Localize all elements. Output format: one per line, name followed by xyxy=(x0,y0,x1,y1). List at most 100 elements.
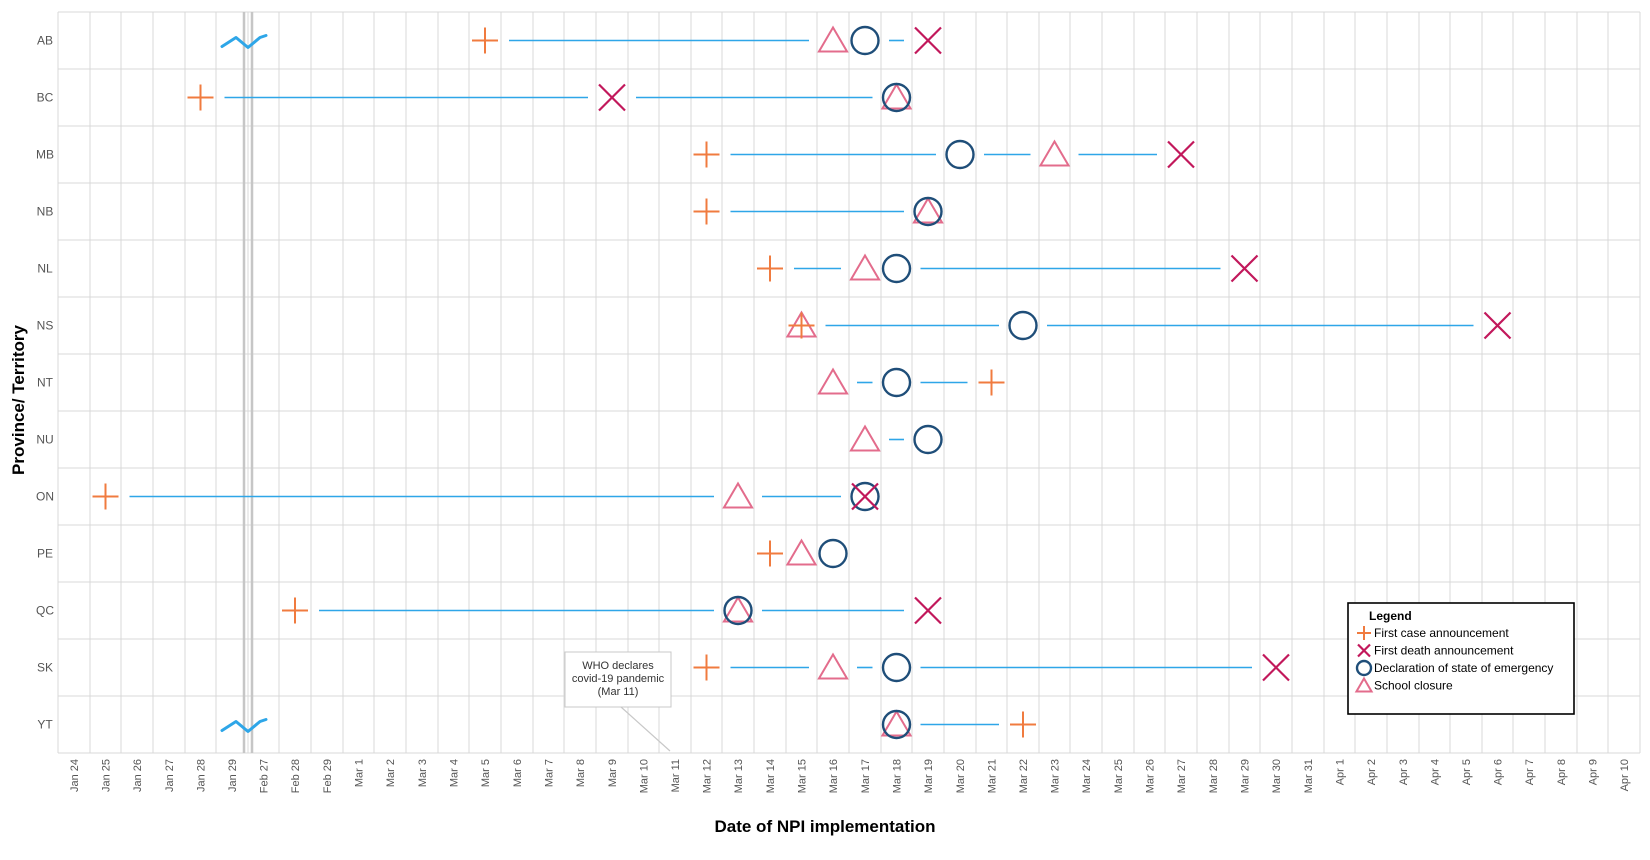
emergency-marker-nt xyxy=(881,367,912,398)
legend-item-first-death: First death announcement xyxy=(1357,643,1514,658)
legend-box xyxy=(1347,602,1575,715)
x-tick-label-jan-28: Jan 28 xyxy=(196,759,208,792)
first-death-marker-ns xyxy=(1483,311,1512,340)
row-label-ns: NS xyxy=(37,319,54,333)
x-tick-label-mar-19: Mar 19 xyxy=(923,759,935,793)
row-label-bc: BC xyxy=(37,91,54,105)
school-closure-marker-qc xyxy=(722,595,754,623)
legend-title: Legend xyxy=(1369,609,1412,623)
emergency-marker-pe xyxy=(818,538,848,569)
legend-item-first-case: First case announcement xyxy=(1357,626,1509,640)
x-tick-label-mar-22: Mar 22 xyxy=(1018,759,1030,793)
school-closure-marker-nu xyxy=(849,424,881,452)
x-tick-label-mar-8: Mar 8 xyxy=(575,759,587,787)
first-case-marker-on xyxy=(92,483,119,510)
x-tick-label-mar-27: Mar 27 xyxy=(1176,759,1188,793)
x-tick-label-mar-16: Mar 16 xyxy=(828,759,840,793)
emergency-marker-sk xyxy=(881,652,912,683)
x-tick-label-mar-14: Mar 14 xyxy=(765,759,777,793)
school-closure-marker-yt xyxy=(880,709,913,737)
first-case-marker-nt xyxy=(978,369,1005,396)
school-closure-marker-nl xyxy=(849,253,881,281)
row-label-yt: YT xyxy=(37,718,53,732)
first-case-marker-mb xyxy=(693,141,720,168)
emergency-marker-bc xyxy=(881,82,912,113)
x-tick-label-jan-25: Jan 25 xyxy=(101,759,113,792)
legend-label-first-case: First case announcement xyxy=(1374,626,1509,640)
first-case-marker-pe xyxy=(757,540,783,567)
first-case-marker-nb xyxy=(693,198,720,225)
row-label-nu: NU xyxy=(36,433,53,447)
x-tick-label-apr-4: Apr 4 xyxy=(1430,759,1442,785)
x-tick-label-apr-8: Apr 8 xyxy=(1556,759,1568,785)
x-tick-label-mar-30: Mar 30 xyxy=(1271,759,1283,793)
row-label-nt: NT xyxy=(37,376,54,390)
x-tick-label-mar-31: Mar 31 xyxy=(1303,759,1315,793)
x-tick-label-mar-6: Mar 6 xyxy=(512,759,524,787)
x-tick-label-mar-28: Mar 28 xyxy=(1208,759,1220,793)
x-tick-label-feb-28: Feb 28 xyxy=(290,759,302,793)
annotation-callout: WHO declares covid-19 pandemic (Mar 11) xyxy=(564,651,672,752)
emergency-marker-nl xyxy=(881,253,912,284)
x-tick-label-mar-13: Mar 13 xyxy=(733,759,745,793)
first-case-marker-ns xyxy=(788,312,815,339)
first-case-marker-nl xyxy=(757,255,783,282)
emergency-marker-qc xyxy=(723,595,753,626)
legend-symbol-emergency xyxy=(1355,659,1373,677)
first-death-marker-on xyxy=(851,482,879,511)
axis-break-zigzag-ab xyxy=(220,34,268,49)
school-closure-marker-ab xyxy=(817,25,849,53)
emergency-marker-yt xyxy=(881,709,912,740)
x-axis-title: Date of NPI implementation xyxy=(714,817,935,836)
school-closure-marker-sk xyxy=(817,652,849,680)
x-tick-label-apr-3: Apr 3 xyxy=(1398,759,1410,785)
x-tick-label-jan-24: Jan 24 xyxy=(69,759,81,792)
emergency-marker-ab xyxy=(850,25,880,56)
legend-symbol-first-death xyxy=(1357,643,1371,658)
first-case-marker-ab xyxy=(472,27,498,54)
x-tick-label-mar-15: Mar 15 xyxy=(797,759,809,793)
school-closure-marker-nt xyxy=(817,367,849,395)
x-tick-label-mar-10: Mar 10 xyxy=(639,759,651,793)
x-tick-label-mar-11: Mar 11 xyxy=(670,759,682,792)
x-tick-label-mar-21: Mar 21 xyxy=(987,759,999,793)
first-case-marker-qc xyxy=(282,597,308,624)
x-tick-label-mar-12: Mar 12 xyxy=(702,759,714,793)
x-tick-label-apr-10: Apr 10 xyxy=(1619,759,1631,791)
annotation-line-1: WHO declares xyxy=(582,660,654,672)
legend-items: First case announcement First death annou… xyxy=(1354,626,1553,693)
annotation-line-3: (Mar 11) xyxy=(598,686,639,698)
legend-label-first-death: First death announcement xyxy=(1374,644,1514,658)
x-tick-label-mar-5: Mar 5 xyxy=(480,759,492,787)
x-tick-label-mar-26: Mar 26 xyxy=(1145,759,1157,793)
school-closure-marker-on xyxy=(722,481,754,509)
legend-label-emergency: Declaration of state of emergency xyxy=(1374,661,1553,675)
legend-symbol-first-case xyxy=(1357,626,1371,640)
legend-label-school: School closure xyxy=(1374,679,1453,693)
x-tick-label-apr-6: Apr 6 xyxy=(1493,759,1505,785)
x-tick-label-mar-1: Mar 1 xyxy=(354,759,366,787)
x-tick-label-mar-23: Mar 23 xyxy=(1050,759,1062,793)
first-case-marker-sk xyxy=(693,654,720,681)
x-tick-label-mar-3: Mar 3 xyxy=(417,759,429,787)
x-tick-label-feb-29: Feb 29 xyxy=(322,759,334,793)
annotation-line-2: covid-19 pandemic xyxy=(572,673,665,685)
x-tick-label-apr-9: Apr 9 xyxy=(1588,759,1600,785)
first-case-marker-bc xyxy=(187,84,214,111)
x-tick-label-mar-4: Mar 4 xyxy=(449,759,461,787)
school-closure-marker-nb xyxy=(912,196,944,224)
legend-symbol-school xyxy=(1354,676,1374,693)
axis-break-zigzag-yt xyxy=(220,718,268,733)
x-tick-label-mar-9: Mar 9 xyxy=(607,759,619,787)
row-label-sk: SK xyxy=(37,661,53,675)
first-death-marker-sk xyxy=(1262,653,1290,682)
x-tick-label-apr-7: Apr 7 xyxy=(1524,759,1536,785)
emergency-marker-ns xyxy=(1008,310,1038,341)
first-death-marker-qc xyxy=(914,596,942,625)
school-closure-marker-mb xyxy=(1038,139,1071,167)
school-closure-marker-bc xyxy=(880,82,913,110)
first-death-marker-ab xyxy=(914,26,942,55)
timeline-lines-layer xyxy=(129,39,1474,726)
